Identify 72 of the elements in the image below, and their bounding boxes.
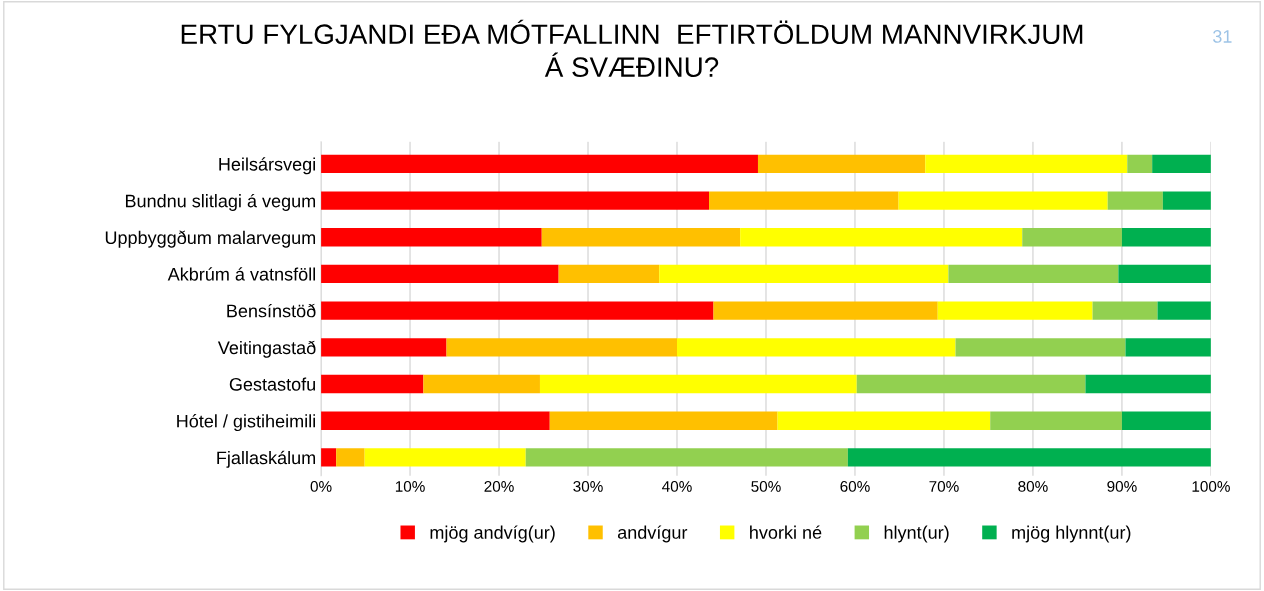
bar bbox=[757, 154, 926, 174]
bar bbox=[321, 228, 542, 247]
bar bbox=[336, 448, 365, 467]
bar bbox=[1127, 154, 1153, 174]
bar bbox=[423, 374, 540, 394]
legend-label: hlynt(ur) bbox=[884, 525, 949, 543]
bar bbox=[898, 191, 1108, 210]
x-tick-label: 100% bbox=[1192, 481, 1230, 492]
y-tick-label: Veitingastað bbox=[217, 340, 316, 358]
legend-label: mjög hlynnt(ur) bbox=[1012, 525, 1131, 543]
bar bbox=[321, 301, 714, 320]
bar bbox=[541, 228, 741, 247]
bar bbox=[1107, 191, 1163, 210]
bar bbox=[1125, 338, 1211, 357]
y-tick-label: Gestastofu bbox=[229, 377, 315, 391]
bar bbox=[364, 448, 526, 467]
bar bbox=[1162, 191, 1211, 210]
y-tick-label: Akbrúm á vatnsföll bbox=[167, 267, 315, 281]
legend-label: hvorki né bbox=[750, 525, 822, 539]
x-tick-label: 70% bbox=[929, 481, 959, 492]
bar bbox=[1121, 228, 1211, 247]
bar bbox=[321, 264, 559, 284]
bar bbox=[321, 374, 424, 394]
bar bbox=[446, 338, 677, 357]
y-tick-label: Bensínstöð bbox=[227, 303, 316, 318]
bar bbox=[709, 191, 899, 210]
bar bbox=[525, 448, 848, 467]
bar bbox=[777, 411, 991, 430]
bar bbox=[990, 411, 1122, 430]
x-tick-label: 60% bbox=[840, 481, 870, 492]
bar bbox=[1022, 228, 1122, 247]
bar bbox=[677, 338, 956, 357]
x-tick-label: 30% bbox=[573, 481, 603, 492]
bar bbox=[539, 374, 857, 394]
y-tick-label: Uppbyggðum malarvegum bbox=[105, 230, 316, 248]
x-tick-label: 20% bbox=[484, 481, 514, 492]
y-tick-label: Heilsársvegi bbox=[219, 157, 315, 175]
x-tick-label: 10% bbox=[395, 481, 425, 492]
bar bbox=[321, 154, 758, 174]
bar bbox=[740, 228, 1023, 247]
bar bbox=[847, 448, 1211, 467]
legend-label: mjög andvíg(ur) bbox=[430, 525, 555, 543]
y-tick-label: Fjallaskálum bbox=[217, 450, 316, 468]
bar bbox=[925, 154, 1128, 174]
bar bbox=[1118, 264, 1211, 284]
bar bbox=[549, 411, 778, 430]
bar bbox=[856, 374, 1086, 394]
chart-title: ERTU FYLGJANDI EÐA MÓTFALLINN EFTIRTÖLDUM MANNVIRKJUM Á SVÆÐINU? bbox=[181, 19, 1083, 77]
x-tick-label: 0% bbox=[310, 481, 332, 492]
bar bbox=[558, 264, 660, 284]
x-tick-label: 80% bbox=[1018, 481, 1048, 492]
bar bbox=[1121, 411, 1211, 430]
bar bbox=[659, 264, 949, 284]
bar bbox=[955, 338, 1126, 357]
bar bbox=[1092, 301, 1158, 320]
bar bbox=[937, 301, 1093, 320]
legend-label: andvígur bbox=[617, 525, 688, 543]
bar bbox=[948, 264, 1119, 284]
bar bbox=[321, 411, 550, 430]
bar bbox=[1085, 374, 1211, 394]
bar bbox=[1152, 154, 1211, 174]
bar bbox=[713, 301, 938, 320]
x-tick-label: 50% bbox=[751, 481, 781, 492]
bar bbox=[321, 338, 447, 357]
y-tick-label: Bundnu slitlagi á vegum bbox=[125, 193, 316, 211]
bar bbox=[1157, 301, 1211, 320]
y-tick-label: Hótel / gistiheimili bbox=[177, 414, 315, 432]
text: 31 bbox=[1213, 30, 1232, 43]
x-tick-label: 40% bbox=[662, 481, 692, 492]
bar bbox=[321, 191, 710, 210]
x-tick-label: 90% bbox=[1107, 481, 1137, 492]
bar bbox=[321, 448, 337, 467]
